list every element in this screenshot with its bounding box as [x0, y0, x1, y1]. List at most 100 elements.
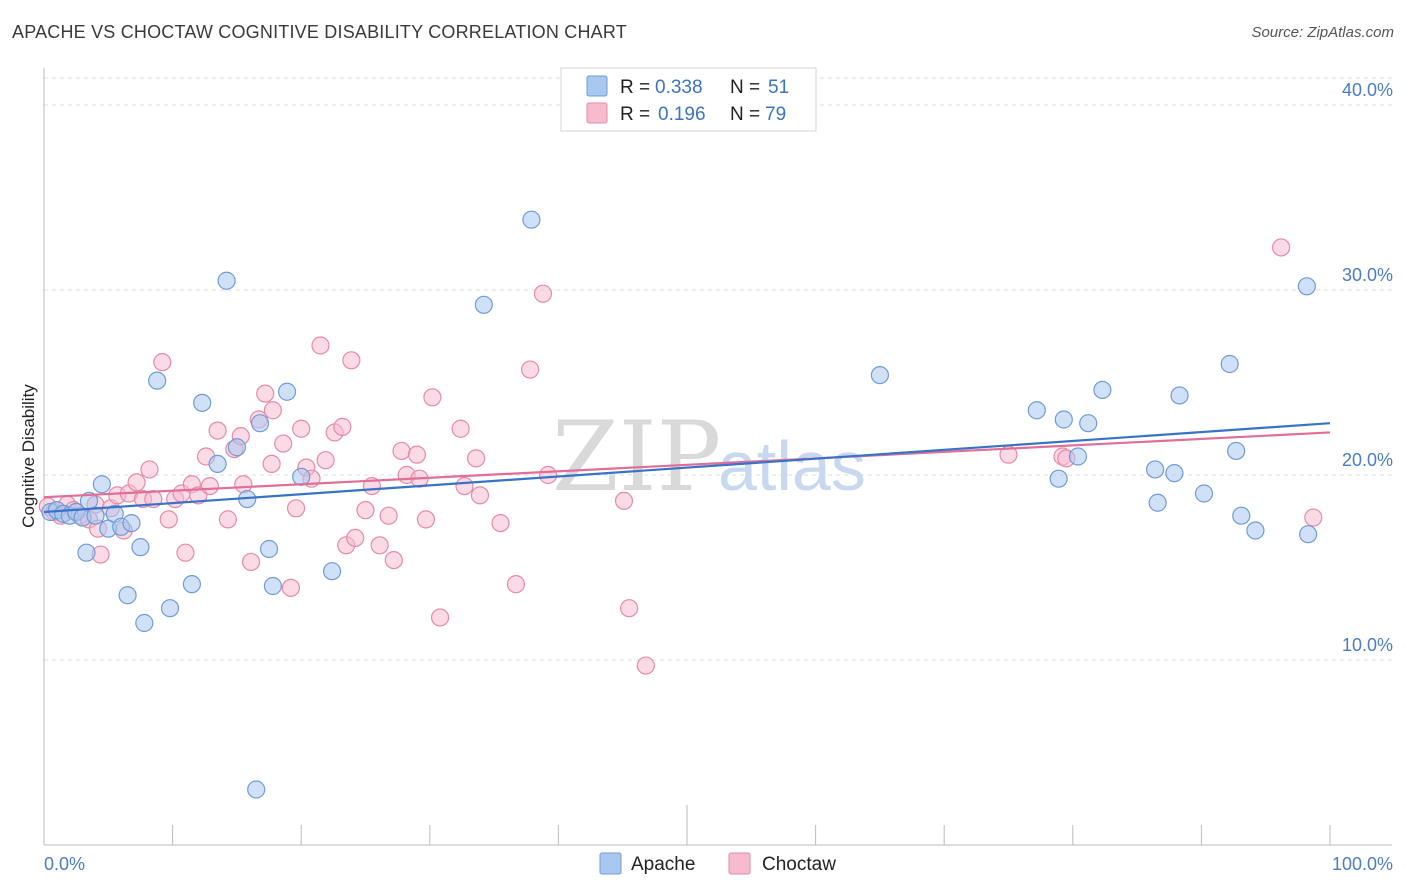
choctaw-point: [208, 421, 227, 440]
choctaw-n-value: 79: [765, 104, 786, 125]
apache-point: [77, 543, 96, 562]
choctaw-point: [316, 451, 335, 470]
apache-point: [870, 366, 890, 385]
choctaw-point: [466, 449, 486, 468]
apache-point: [86, 506, 105, 525]
choctaw-point: [451, 419, 470, 438]
choctaw-point: [159, 510, 178, 529]
choctaw-point: [286, 499, 306, 518]
axes: [43, 68, 1392, 846]
apache-point: [1194, 484, 1214, 503]
apache-point: [1093, 380, 1112, 399]
apache-point: [182, 575, 201, 594]
apache-point: [1232, 506, 1251, 525]
watermark-zip: ZIP: [552, 401, 721, 513]
apache-point: [1170, 386, 1189, 405]
apache-point: [208, 454, 227, 473]
choctaw-point: [241, 552, 261, 572]
choctaw-point: [333, 417, 352, 436]
source-label: Source: ZipAtlas.com: [1251, 24, 1394, 41]
apache-legend-swatch: [586, 75, 608, 97]
choctaw-point: [356, 501, 375, 520]
apache-point: [277, 382, 297, 401]
y-tick-label: 20.0%: [1342, 450, 1393, 470]
apache-point: [227, 438, 246, 457]
grid-lines: [44, 77, 1392, 661]
choctaw-r-value: 0.196: [658, 104, 706, 125]
apache-point: [160, 599, 180, 618]
choctaw-point: [455, 477, 474, 496]
apache-point: [92, 475, 111, 494]
apache-point: [131, 538, 150, 557]
apache-point: [1054, 410, 1073, 429]
apache-point: [217, 271, 236, 290]
choctaw-legend-swatch: [586, 102, 608, 124]
apache-point: [118, 586, 137, 605]
choctaw-point: [263, 401, 283, 420]
apache-series-swatch: [599, 852, 622, 875]
choctaw-point: [379, 506, 398, 525]
apache-n-label: N =: [730, 77, 760, 98]
apache-point: [1165, 464, 1184, 483]
choctaw-point: [1304, 508, 1323, 527]
choctaw-point: [370, 536, 389, 555]
apache-point: [193, 393, 212, 412]
choctaw-point: [127, 473, 146, 492]
apache-point: [1246, 521, 1265, 540]
choctaw-point: [614, 491, 634, 510]
choctaw-n-label: N =: [730, 104, 760, 125]
apache-n-value: 51: [768, 77, 789, 98]
choctaw-point: [620, 599, 639, 618]
apache-point: [1227, 441, 1246, 461]
chart-title: APACHE VS CHOCTAW COGNITIVE DISABILITY C…: [12, 22, 627, 42]
choctaw-point: [262, 454, 281, 473]
choctaw-trend-line: [43, 431, 1331, 499]
apache-point: [292, 467, 311, 486]
y-axis-tick-labels: 10.0% 20.0% 30.0% 40.0%: [1342, 80, 1393, 655]
choctaw-point: [423, 388, 442, 407]
apache-point: [322, 562, 342, 581]
y-tick-label: 40.0%: [1342, 80, 1393, 100]
choctaw-point: [153, 353, 172, 372]
apache-point: [1027, 401, 1046, 420]
series-legend: Apache Choctaw: [599, 852, 836, 875]
x-tick-label-max: 100.0%: [1332, 854, 1393, 874]
choctaw-point: [407, 445, 427, 464]
choctaw-point: [292, 419, 311, 438]
apache-r-label: R =: [620, 77, 650, 98]
trend-lines: [43, 422, 1331, 514]
apache-point: [263, 576, 283, 596]
apache-point: [1079, 414, 1098, 433]
choctaw-r-label: R =: [620, 104, 650, 125]
choctaw-point: [342, 351, 361, 370]
choctaw-point: [506, 575, 526, 594]
choctaw-series-label: Choctaw: [762, 854, 836, 875]
apache-point: [1148, 493, 1167, 512]
apache-point: [1299, 525, 1318, 544]
apache-series-label: Apache: [631, 854, 695, 875]
choctaw-point: [281, 578, 301, 597]
y-axis-label: Cognitive Disability: [19, 384, 38, 528]
x-axis-ticks: [172, 805, 1331, 845]
choctaw-series-swatch: [728, 852, 751, 875]
apache-point: [1068, 447, 1088, 466]
apache-point: [474, 295, 493, 314]
choctaw-point: [274, 434, 293, 453]
apache-point: [1297, 277, 1316, 296]
apache-point: [1049, 469, 1068, 488]
apache-point: [522, 210, 541, 229]
stats-legend: R = 0.338 N = 51 R = 0.196 N = 79: [560, 67, 817, 132]
apache-point: [148, 371, 167, 390]
choctaw-point: [256, 384, 275, 403]
watermark-atlas: atlas: [718, 427, 866, 505]
choctaw-point: [311, 336, 330, 355]
choctaw-point: [176, 543, 195, 562]
apache-point: [135, 613, 154, 633]
choctaw-point: [346, 528, 365, 548]
choctaw-point: [539, 465, 558, 485]
choctaw-point: [416, 510, 436, 529]
choctaw-point: [384, 550, 403, 570]
apache-point: [250, 414, 270, 433]
y-tick-label: 10.0%: [1342, 635, 1393, 655]
